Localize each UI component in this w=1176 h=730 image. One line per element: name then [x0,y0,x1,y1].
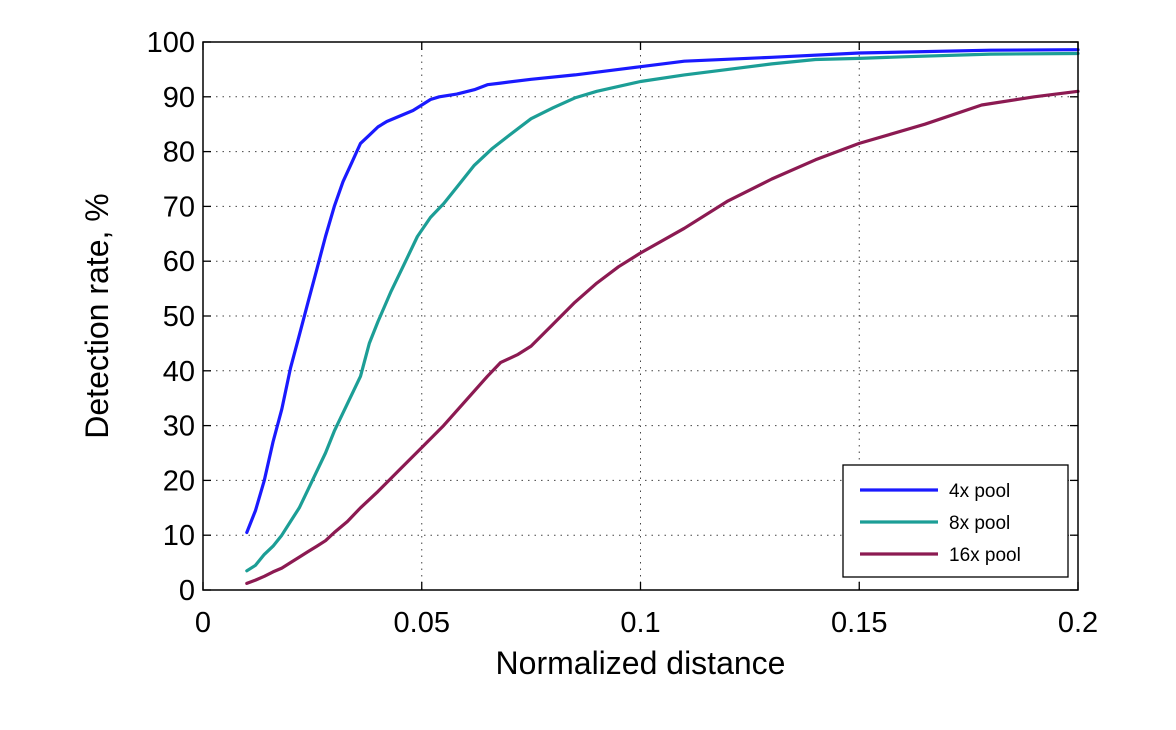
legend-label: 4x pool [949,481,1010,502]
y-tick-label: 20 [163,465,195,497]
y-tick-label: 60 [163,246,195,278]
x-tick-label: 0.1 [620,607,660,639]
x-tick-label: 0.05 [394,607,450,639]
y-tick-label: 0 [179,575,195,607]
y-tick-label: 80 [163,137,195,169]
x-axis-title: Normalized distance [496,645,786,681]
legend: 4x pool 8x pool 16x pool [842,464,1069,578]
series-line-16x-pool [245,89,1080,586]
series-line-4x-pool [245,48,1080,535]
legend-label: 8x pool [949,513,1010,534]
y-axis-title: Detection rate, % [79,193,115,438]
y-tick-label: 40 [163,356,195,388]
series-lines [245,48,1080,586]
y-tick-label: 30 [163,411,195,443]
y-tick-label: 70 [163,191,195,223]
y-tick-label: 50 [163,301,195,333]
y-tick-labels: 0 10 20 30 40 50 60 70 80 90 100 [147,27,195,607]
x-tick-label: 0.15 [831,607,887,639]
series-line-8x-pool [245,51,1080,573]
y-tick-label: 100 [147,27,195,59]
y-tick-label: 90 [163,82,195,114]
axis-ticks [202,41,1079,591]
legend-label: 16x pool [949,545,1021,566]
y-tick-label: 10 [163,520,195,552]
x-tick-label: 0 [195,607,211,639]
x-tick-labels: 0 0.05 0.1 0.15 0.2 [195,607,1098,639]
x-tick-label: 0.2 [1058,607,1098,639]
